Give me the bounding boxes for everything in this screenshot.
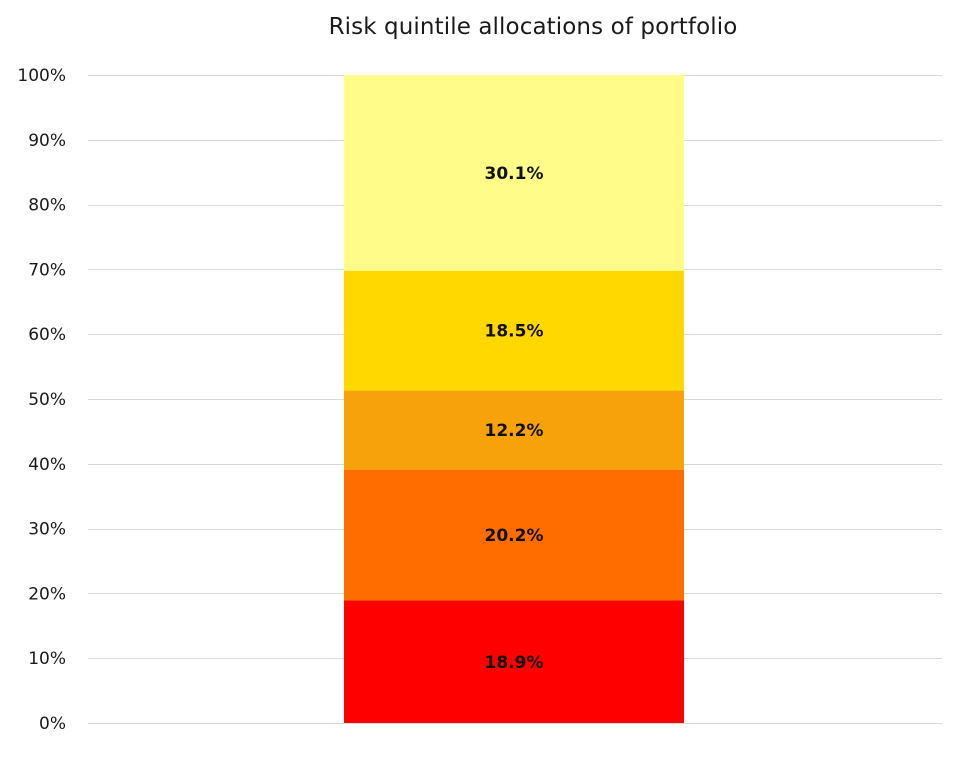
y-tick-label: 60%	[28, 325, 66, 345]
y-tick-label: 50%	[28, 390, 66, 410]
bar-segment	[344, 270, 684, 391]
y-tick-label: 30%	[28, 520, 66, 540]
chart-title: Risk quintile allocations of portfolio	[328, 14, 738, 40]
bar-segment	[344, 75, 684, 271]
data-label: 30.1%	[485, 164, 544, 184]
data-label: 18.5%	[485, 322, 544, 342]
stacked-bar	[344, 75, 684, 723]
bar-segment	[344, 469, 684, 601]
y-tick-label: 40%	[28, 455, 66, 475]
y-axis-ticks: 0% 10% 20% 30% 40% 50% 60% 70% 80% 90% 100%	[17, 66, 66, 734]
y-tick-label: 100%	[17, 66, 66, 86]
data-label: 20.2%	[485, 526, 544, 546]
data-label: 12.2%	[485, 421, 544, 441]
y-tick-label: 80%	[28, 196, 66, 216]
data-labels: 18.9% 20.2% 12.2% 18.5% 30.1%	[485, 164, 544, 673]
y-tick-label: 10%	[28, 649, 66, 669]
bar-segment	[344, 390, 684, 470]
bar-segment	[344, 600, 684, 723]
y-tick-label: 0%	[39, 714, 66, 734]
y-tick-label: 90%	[28, 131, 66, 151]
data-label: 18.9%	[485, 653, 544, 673]
y-tick-label: 70%	[28, 260, 66, 280]
y-tick-label: 20%	[28, 584, 66, 604]
